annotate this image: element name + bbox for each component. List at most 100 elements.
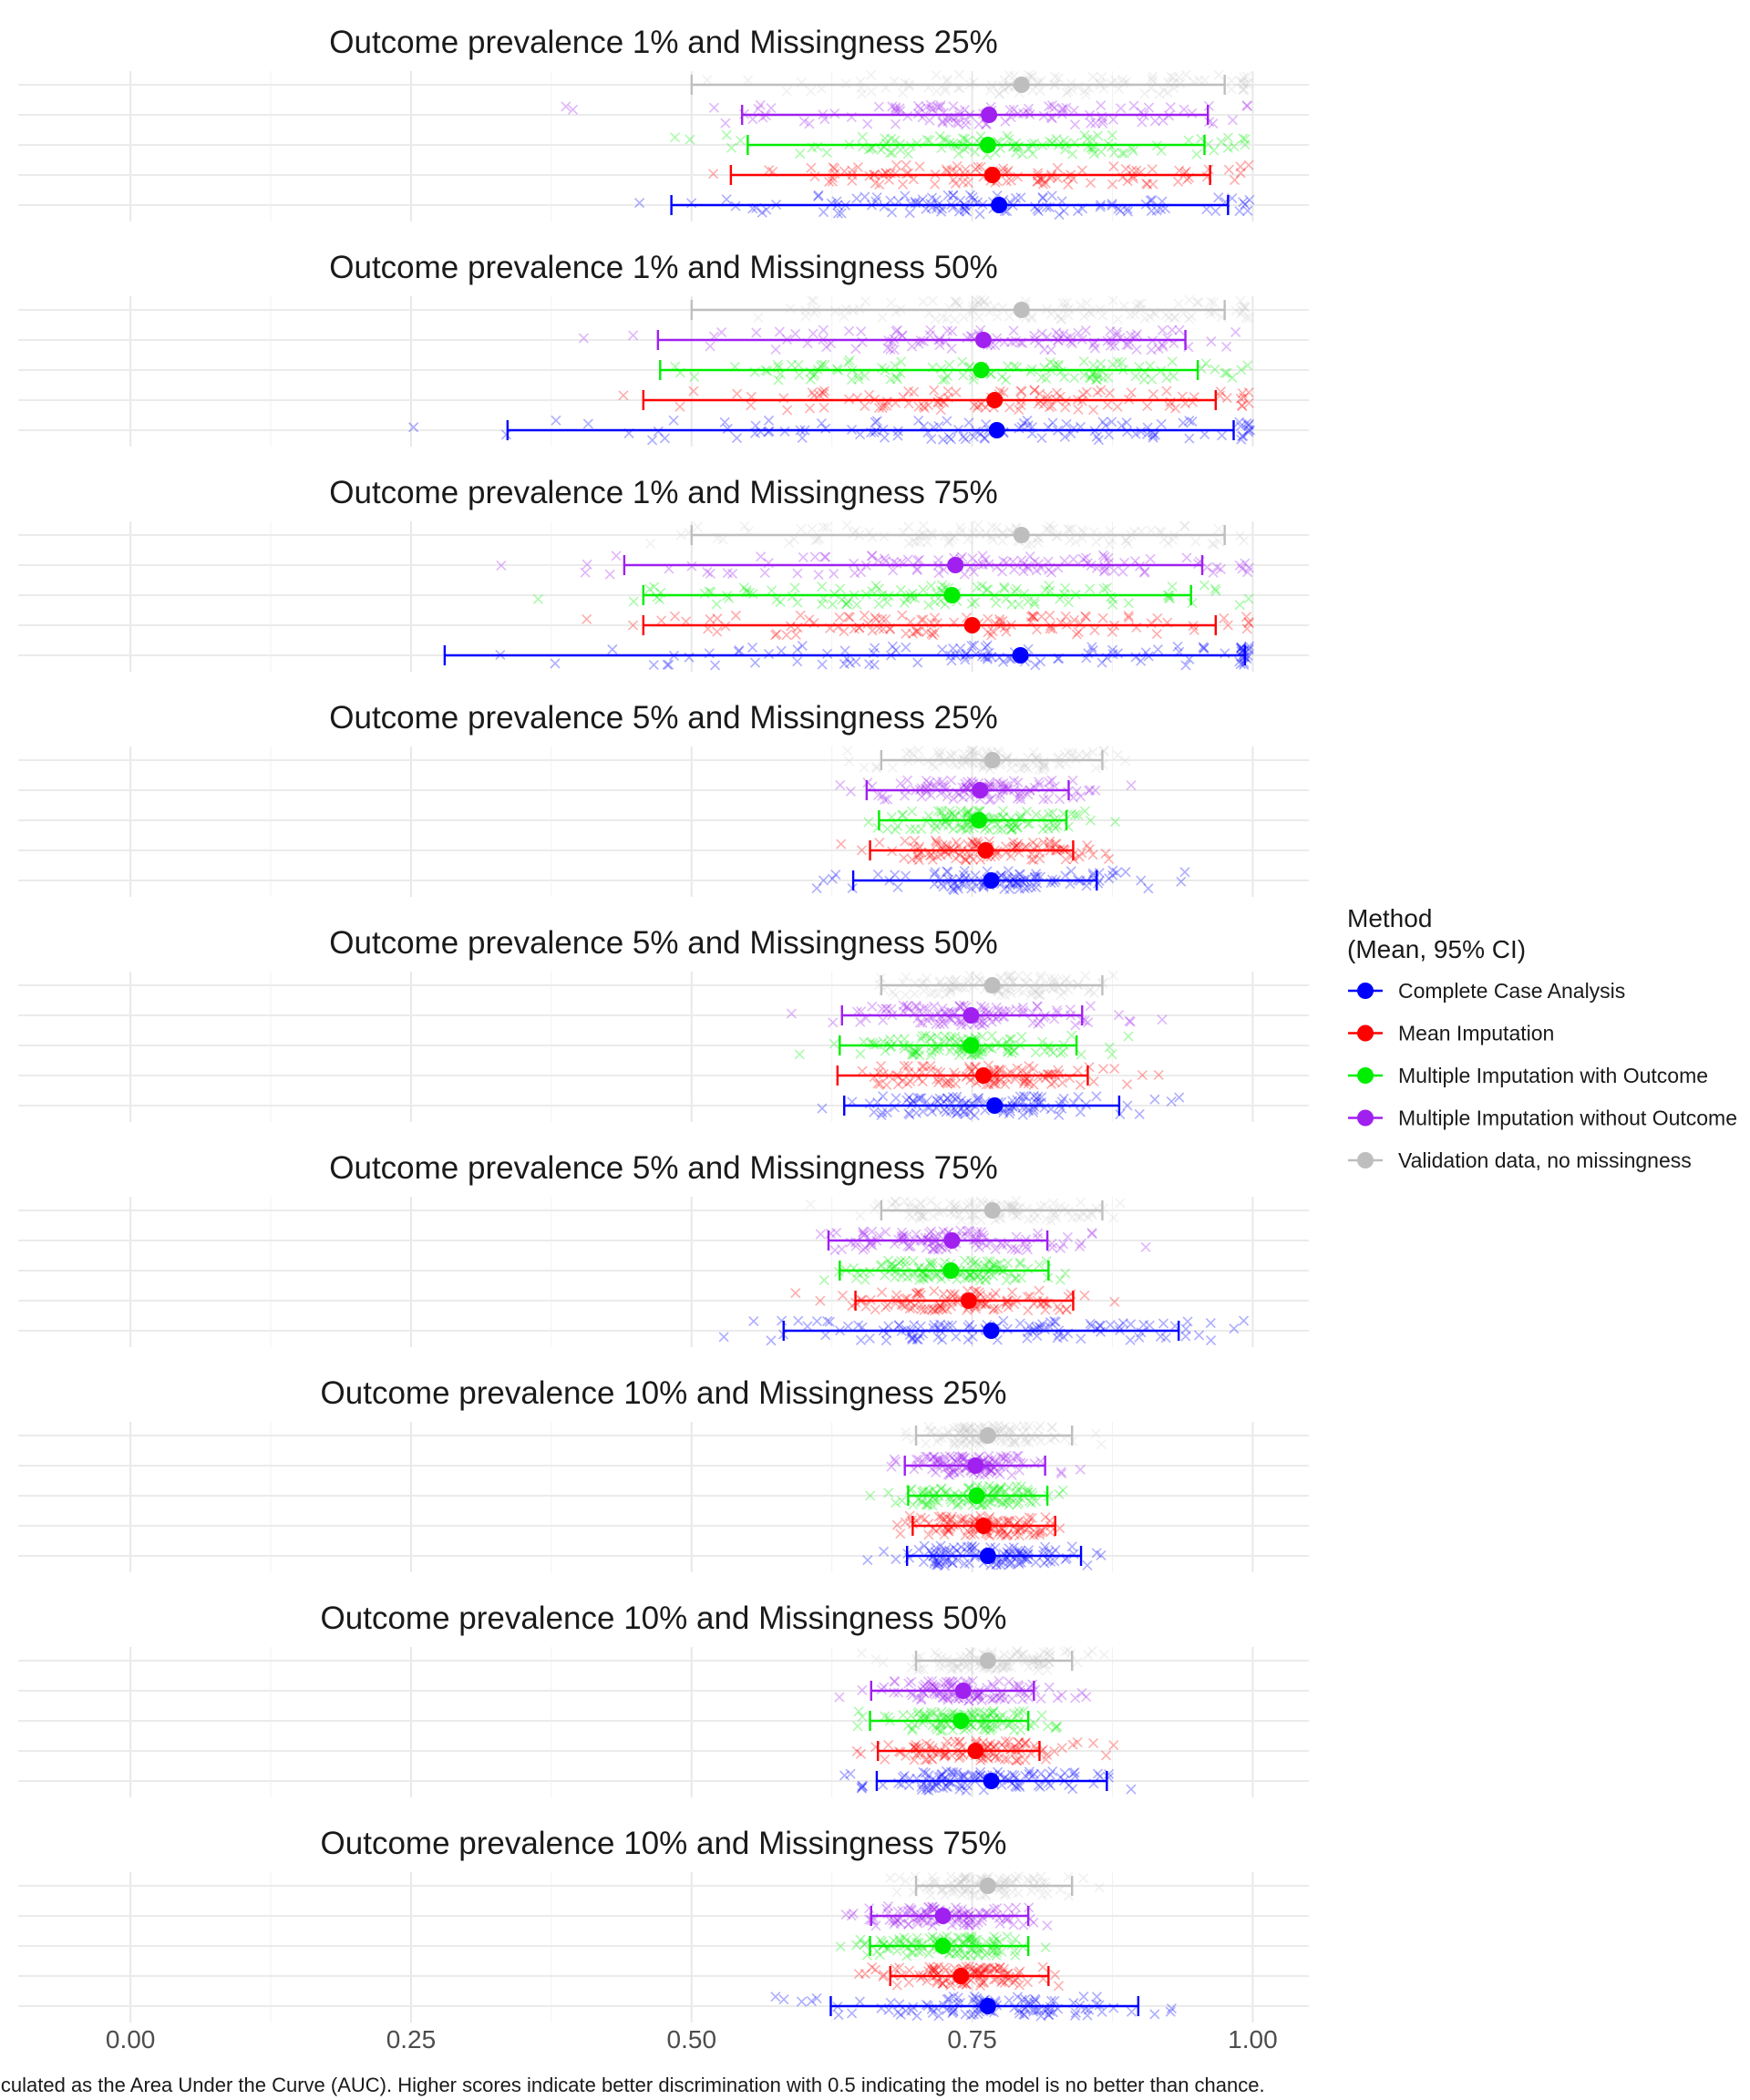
scatter-point bbox=[890, 104, 901, 115]
scatter-point bbox=[912, 657, 923, 668]
scatter-point bbox=[839, 1770, 850, 1781]
scatter-point bbox=[1107, 179, 1118, 190]
scatter-point bbox=[732, 388, 743, 399]
scatter-point bbox=[938, 134, 949, 145]
scatter-point bbox=[1112, 749, 1123, 761]
scatter-point bbox=[1130, 652, 1141, 663]
scatter-point bbox=[833, 2010, 844, 2021]
scatter-point bbox=[1125, 309, 1136, 320]
scatter-point bbox=[1240, 134, 1251, 145]
scatter-point bbox=[935, 405, 946, 416]
scatter-point bbox=[1035, 85, 1045, 97]
scatter-point bbox=[867, 551, 878, 561]
scatter-point bbox=[1076, 1333, 1086, 1344]
scatter-point bbox=[1209, 539, 1220, 550]
scatter-point bbox=[983, 584, 993, 595]
scatter-point bbox=[1015, 400, 1026, 411]
scatter-point bbox=[886, 297, 897, 308]
scatter-point bbox=[917, 1076, 928, 1087]
scatter-point bbox=[1107, 114, 1118, 125]
scatter-point bbox=[1103, 552, 1114, 563]
scatter-point bbox=[873, 402, 885, 414]
scatter-point bbox=[839, 311, 849, 322]
scatter-point bbox=[1082, 1560, 1093, 1570]
scatter-point bbox=[955, 195, 966, 206]
scatter-point bbox=[821, 342, 832, 353]
panel: Outcome prevalence 1% and Missingness 25… bbox=[18, 25, 1309, 221]
scatter-point bbox=[918, 614, 929, 625]
scatter-point bbox=[974, 528, 985, 540]
scatter-point bbox=[900, 990, 911, 1001]
scatter-point bbox=[1133, 298, 1144, 309]
scatter-point bbox=[1241, 71, 1252, 82]
scatter-point bbox=[1158, 115, 1168, 126]
scatter-point bbox=[1158, 534, 1169, 545]
scatter-point bbox=[827, 176, 838, 187]
scatter-point bbox=[1091, 536, 1102, 548]
scatter-point bbox=[1029, 385, 1040, 396]
scatter-point bbox=[1161, 386, 1172, 396]
scatter-point bbox=[941, 164, 952, 175]
scatter-point bbox=[1056, 1690, 1067, 1701]
scatter-point bbox=[712, 613, 723, 624]
scatter-point bbox=[804, 118, 815, 129]
scatter-point bbox=[1086, 1229, 1097, 1240]
scatter-point bbox=[794, 1049, 805, 1060]
scatter-point bbox=[818, 207, 829, 218]
scatter-point bbox=[960, 434, 971, 445]
scatter-point bbox=[918, 296, 929, 307]
scatter-point bbox=[1152, 643, 1163, 655]
scatter-point bbox=[867, 1961, 878, 1973]
scatter-point bbox=[1025, 366, 1036, 377]
scatter-point bbox=[850, 656, 861, 667]
scatter-point bbox=[1234, 560, 1245, 571]
scatter-point bbox=[1055, 1274, 1065, 1285]
scatter-point bbox=[1080, 324, 1091, 336]
scatter-point bbox=[1068, 553, 1079, 565]
scatter-point bbox=[1059, 431, 1070, 442]
scatter-point bbox=[1033, 537, 1044, 548]
scatter-point bbox=[796, 1996, 808, 2007]
scatter-point bbox=[1148, 389, 1158, 400]
scatter-point bbox=[855, 567, 867, 578]
scatter-point bbox=[1215, 386, 1226, 397]
scatter-point bbox=[986, 1016, 997, 1027]
scatter-point bbox=[959, 569, 970, 580]
scatter-point bbox=[1006, 1693, 1017, 1704]
scatter-point bbox=[749, 657, 761, 668]
scatter-point bbox=[918, 400, 929, 412]
scatter-point bbox=[1061, 102, 1072, 113]
scatter-point bbox=[1180, 1323, 1191, 1334]
scatter-point bbox=[949, 314, 961, 325]
scatter-point bbox=[1117, 357, 1127, 368]
scatter-point bbox=[1055, 365, 1066, 377]
scatter-point bbox=[848, 528, 859, 539]
scatter-point bbox=[774, 326, 785, 337]
scatter-point bbox=[983, 613, 993, 624]
scatter-point bbox=[1187, 108, 1198, 118]
scatter-point bbox=[711, 599, 722, 610]
scatter-point bbox=[1119, 148, 1130, 159]
scatter-point bbox=[962, 1334, 973, 1345]
scatter-point bbox=[1078, 1991, 1089, 2002]
scatter-point bbox=[1087, 369, 1098, 380]
scatter-point bbox=[1107, 970, 1119, 981]
scatter-point bbox=[1014, 1318, 1025, 1329]
scatter-point bbox=[948, 190, 959, 201]
scatter-point bbox=[904, 81, 915, 92]
scatter-point bbox=[1211, 561, 1222, 572]
scatter-point bbox=[942, 74, 952, 85]
scatter-point bbox=[1236, 434, 1247, 445]
scatter-point bbox=[897, 610, 908, 621]
scatter-point bbox=[775, 596, 786, 608]
scatter-point bbox=[1136, 655, 1147, 666]
scatter-point bbox=[1076, 165, 1087, 176]
scatter-point bbox=[1039, 1558, 1050, 1569]
scatter-point bbox=[967, 553, 978, 564]
scatter-point bbox=[1190, 536, 1201, 547]
scatter-point bbox=[973, 312, 984, 323]
scatter-point bbox=[1060, 144, 1071, 155]
series-0 bbox=[782, 1321, 1180, 1341]
scatter-point bbox=[958, 431, 969, 442]
scatter-point bbox=[1082, 134, 1093, 145]
